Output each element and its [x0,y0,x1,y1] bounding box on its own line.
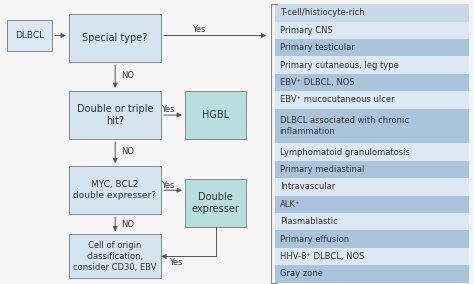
FancyBboxPatch shape [275,265,469,283]
FancyBboxPatch shape [69,14,161,62]
Text: Intravascular: Intravascular [280,182,335,191]
Text: NO: NO [121,220,134,229]
Text: HHV-8⁺ DLBCL, NOS: HHV-8⁺ DLBCL, NOS [280,252,364,261]
Text: Double or triple
hit?: Double or triple hit? [77,104,153,126]
Text: Yes: Yes [169,258,182,267]
Text: Yes: Yes [192,25,206,34]
Text: ALK⁺: ALK⁺ [280,200,300,209]
FancyBboxPatch shape [275,178,469,196]
FancyBboxPatch shape [275,4,469,22]
Text: Yes: Yes [161,181,174,190]
FancyBboxPatch shape [275,248,469,265]
Text: Cell of origin
classification,
consider CD30, EBV: Cell of origin classification, consider … [73,241,157,272]
Text: Special type?: Special type? [82,33,147,43]
FancyBboxPatch shape [69,234,161,278]
Text: MYC, BCL2
double expresser?: MYC, BCL2 double expresser? [73,180,156,200]
Text: Gray zone: Gray zone [280,270,322,278]
FancyBboxPatch shape [275,109,469,143]
FancyBboxPatch shape [275,74,469,91]
Text: Yes: Yes [161,105,174,114]
Text: DLBCL associated with chronic
inflammation: DLBCL associated with chronic inflammati… [280,116,409,136]
Text: Primary mediastinal: Primary mediastinal [280,165,364,174]
Text: NO: NO [121,147,134,156]
FancyBboxPatch shape [275,57,469,74]
Text: Primary CNS: Primary CNS [280,26,332,35]
FancyBboxPatch shape [275,22,469,39]
FancyBboxPatch shape [275,230,469,248]
Text: HGBL: HGBL [202,110,229,120]
Text: Plasmablastic: Plasmablastic [280,217,337,226]
Text: Primary effusion: Primary effusion [280,235,349,244]
FancyBboxPatch shape [69,91,161,139]
FancyBboxPatch shape [275,213,469,230]
FancyBboxPatch shape [69,166,161,214]
Text: EBV⁺ DLBCL, NOS: EBV⁺ DLBCL, NOS [280,78,354,87]
FancyBboxPatch shape [275,161,469,178]
FancyBboxPatch shape [185,179,246,227]
FancyBboxPatch shape [275,91,469,109]
Text: Lymphomatoid granulomatosis: Lymphomatoid granulomatosis [280,148,410,156]
Text: Double
expresser: Double expresser [191,192,240,214]
Text: Primary testicular: Primary testicular [280,43,355,52]
FancyBboxPatch shape [7,20,52,51]
Text: DLBCL: DLBCL [15,31,44,40]
FancyBboxPatch shape [275,39,469,57]
FancyBboxPatch shape [275,143,469,161]
Text: NO: NO [121,71,134,80]
Text: T-cell/histiocyte-rich: T-cell/histiocyte-rich [280,9,365,17]
Text: EBV⁺ mucocutaneous ulcer: EBV⁺ mucocutaneous ulcer [280,95,394,105]
FancyBboxPatch shape [185,91,246,139]
FancyBboxPatch shape [275,196,469,213]
Text: Primary cutaneous, leg type: Primary cutaneous, leg type [280,61,399,70]
